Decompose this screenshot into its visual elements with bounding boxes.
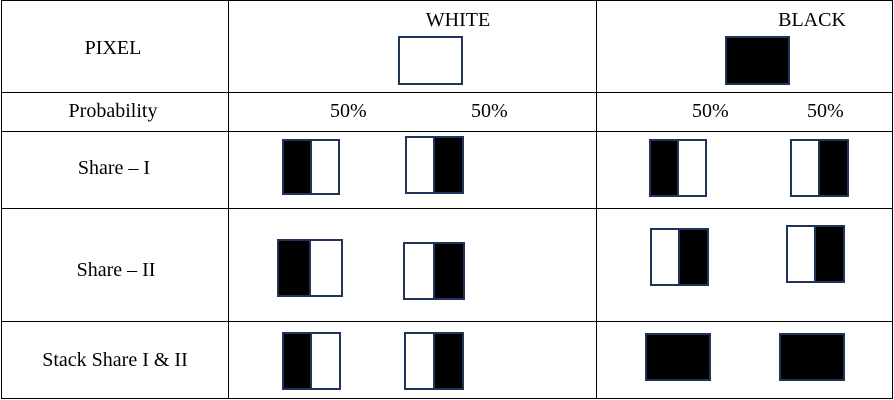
subpixel-white xyxy=(790,139,820,197)
share-1-black-option-b xyxy=(790,139,849,197)
stack-row-label: Stack Share I & II xyxy=(42,349,188,371)
subpixel-white xyxy=(677,139,707,197)
subpixel-black xyxy=(678,228,709,286)
probability-value: 50% xyxy=(807,100,844,122)
subpixel-black xyxy=(282,332,312,390)
share-1-white-option-b xyxy=(405,136,464,194)
subpixel-white xyxy=(310,332,341,390)
row-divider xyxy=(1,92,893,93)
subpixel-black xyxy=(649,139,679,197)
probability-value: 50% xyxy=(471,100,508,122)
share-2-black-option-b xyxy=(786,225,845,283)
subpixel-white xyxy=(310,139,340,195)
subpixel-black xyxy=(433,136,464,194)
table-top-border xyxy=(1,0,893,1)
stack-white-result-a xyxy=(282,332,341,390)
subpixel-white xyxy=(403,242,435,300)
share-2-white-option-b xyxy=(403,242,465,300)
probability-value: 50% xyxy=(692,100,729,122)
share-1-black-option-a xyxy=(649,139,707,197)
share-2-row-label: Share – II xyxy=(76,259,156,281)
white-pixel-square xyxy=(398,36,463,85)
subpixel-black xyxy=(433,332,464,390)
row-divider xyxy=(1,208,893,209)
probability-row-label: Probability xyxy=(68,100,158,122)
share-2-black-option-a xyxy=(650,228,709,286)
row-divider xyxy=(1,131,893,132)
subpixel-black xyxy=(277,239,311,297)
column-divider xyxy=(596,0,597,399)
subpixel-white xyxy=(405,136,435,194)
subpixel-black xyxy=(433,242,465,300)
row-divider xyxy=(1,321,893,322)
column-divider xyxy=(228,0,229,399)
white-column-header: WHITE xyxy=(425,9,491,31)
subpixel-white xyxy=(309,239,343,297)
share-1-white-option-a xyxy=(282,139,340,195)
probability-value: 50% xyxy=(330,100,367,122)
table-left-border xyxy=(1,0,2,399)
table-bottom-border xyxy=(1,398,893,399)
subpixel-white xyxy=(650,228,680,286)
pixel-row-label: PIXEL xyxy=(84,37,142,59)
subpixel-white xyxy=(404,332,435,390)
black-pixel-square xyxy=(725,36,790,85)
stack-black-result-a xyxy=(645,333,711,381)
subpixel-white xyxy=(786,225,816,283)
share-2-white-option-a xyxy=(277,239,343,297)
stack-white-result-b xyxy=(404,332,464,390)
share-1-row-label: Share – I xyxy=(77,157,151,179)
table-right-border xyxy=(892,0,893,399)
subpixel-black xyxy=(818,139,849,197)
black-column-header: BLACK xyxy=(778,9,846,31)
subpixel-black xyxy=(814,225,845,283)
stack-black-result-b xyxy=(779,333,845,381)
subpixel-black xyxy=(282,139,312,195)
